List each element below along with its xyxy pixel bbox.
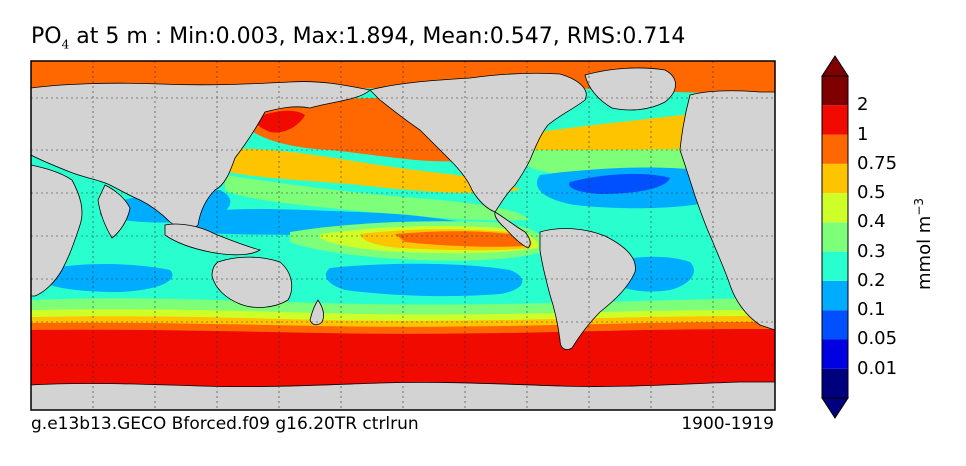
graticule [31,61,775,410]
land-arabia-africa [31,164,83,297]
map-frame [30,60,776,411]
colorbar-min-arrow [821,397,849,419]
colorbar-tick-label: 1 [857,123,869,145]
title-stats: at 5 m : Min:0.003, Max:1.894, Mean:0.54… [76,24,686,49]
colorbar-swatch [822,368,848,398]
land-south-america [539,228,636,350]
colorbar-tick-label: 2 [857,94,869,116]
colorbar-swatch [822,339,848,369]
period-label: 1900-1919 [681,414,774,434]
units-exponent: −3 [912,197,926,216]
colorbar-tick-label: 0.3 [857,240,886,262]
north-pacific-yellow [220,148,520,193]
colorbar-frame [821,75,849,399]
colorbar-swatch [822,222,848,252]
land-india [97,184,131,239]
colorbar-tick-label: 0.75 [857,152,898,174]
south-indian-gyre [40,264,173,292]
eq-pacific-orange [395,231,530,247]
colorbar-swatch [822,251,848,281]
run-label: g.e13b13.GECO Bforced.f09 g16.20TR ctrlr… [31,414,419,434]
colorbar-tick-label: 0.4 [857,211,886,233]
title-subscript: 4 [61,37,70,52]
colorbar-tick-label: 0.1 [857,299,886,321]
units-label: mmol m−3 [912,198,935,290]
colorbar-tick-label: 0.2 [857,269,886,291]
okhotsk-red [255,110,305,133]
colorbar-swatch [822,76,848,106]
colorbar-tick-label: 0.5 [857,182,886,204]
sargasso-deep [569,173,670,194]
land-north-america [369,72,587,213]
colorbar-swatch [822,280,848,311]
colorbar-tick-label: 0.05 [857,328,898,350]
land-indonesia [164,223,262,256]
colorbar-swatch [822,163,848,194]
land-asia [31,81,371,230]
colorbar-swatch [822,193,848,223]
land-new-zealand [309,299,325,326]
north-pacific-green [225,175,530,221]
colorbar-max-arrow [821,55,849,77]
land-central-america [494,211,531,249]
south-pacific-gyre [325,263,523,297]
colorbar-swatch [822,310,848,340]
title-variable: PO [31,24,62,49]
colorbar-swatch [822,134,848,164]
map-title: PO4 at 5 m : Min:0.003, Max:1.894, Mean:… [31,24,685,51]
colorbar-tick-label: 0.01 [857,357,898,379]
land-europe-africa-east [679,90,775,331]
land-greenland [584,67,676,111]
colorbar-swatch [822,105,848,135]
land-australia [211,256,293,308]
units-text: mmol m [914,215,935,290]
